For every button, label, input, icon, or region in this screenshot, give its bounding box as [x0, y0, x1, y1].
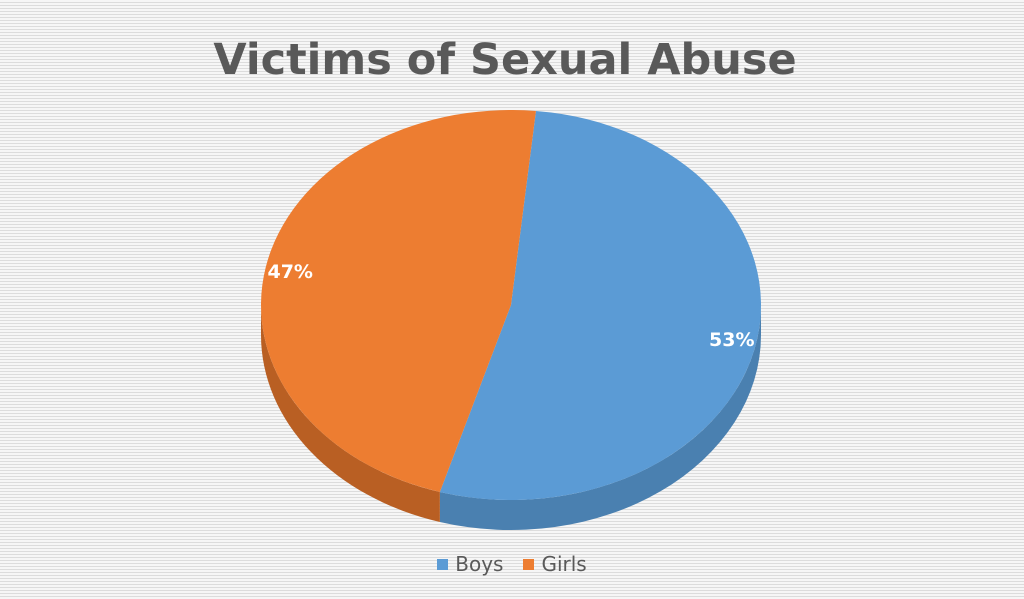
data-label-girls: 47%	[267, 261, 312, 283]
data-label-boys: 53%	[709, 329, 754, 351]
pie-slice-boys[interactable]	[439, 110, 761, 501]
pie-slice-girls[interactable]	[261, 109, 536, 492]
pie-tops	[261, 109, 761, 501]
pie-side-boys	[439, 305, 761, 530]
legend-label-boys: Boys	[455, 552, 504, 576]
legend-label-girls: Girls	[541, 552, 587, 576]
pie-labels: 53% 47%	[267, 261, 754, 351]
legend-item-boys[interactable]: Boys	[437, 552, 503, 576]
legend-swatch-boys	[437, 558, 449, 570]
pie-sides	[261, 305, 761, 530]
legend: Boys Girls	[0, 551, 1024, 577]
chart-title: Victims of Sexual Abuse	[213, 35, 797, 85]
pie-side-girls	[261, 305, 440, 522]
legend-item-girls[interactable]: Girls	[523, 552, 587, 576]
legend-swatch-girls	[523, 558, 535, 570]
